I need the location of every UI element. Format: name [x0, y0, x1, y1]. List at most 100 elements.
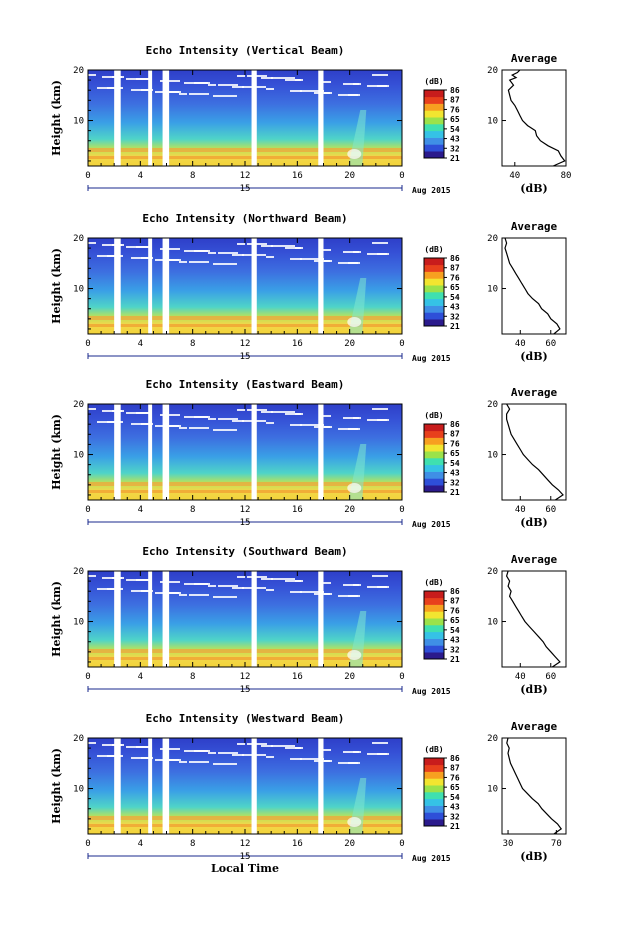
average-y-tick-label: 10 — [487, 285, 498, 295]
y-tick-label: 20 — [73, 734, 84, 744]
colorbar-swatch — [424, 471, 444, 479]
data-gap — [162, 238, 170, 334]
colorbar-tick-label: 43 — [450, 469, 460, 478]
sparse-echo — [102, 410, 122, 412]
warm-band — [88, 482, 402, 486]
x-tick-label: 12 — [240, 672, 251, 682]
x-tick-label: 0 — [399, 839, 404, 849]
average-y-tick-label: 20 — [487, 66, 498, 76]
data-gap — [148, 70, 153, 166]
colorbar-swatch — [424, 778, 444, 786]
colorbar-swatch — [424, 285, 444, 293]
sparse-echo — [237, 243, 245, 245]
colorbar-swatch — [424, 758, 444, 766]
x-tick-label: 12 — [240, 505, 251, 515]
sparse-echo — [88, 408, 96, 410]
colorbar-tick-label: 54 — [450, 459, 460, 468]
x-tick-label: 0 — [399, 505, 404, 515]
warm-band — [88, 148, 402, 152]
x-tick-label: 20 — [344, 505, 355, 515]
sparse-echo — [285, 747, 301, 749]
average-x-label: (dB) — [520, 850, 547, 863]
warm-band — [88, 816, 402, 820]
colorbar-tick-label: 86 — [450, 420, 460, 429]
colorbar-tick-label: 54 — [450, 125, 460, 134]
data-gap — [148, 571, 153, 667]
average-y-tick-label: 10 — [487, 451, 498, 461]
average-frame — [501, 403, 567, 501]
colorbar-tick-label: 32 — [450, 312, 460, 321]
sparse-echo — [213, 429, 237, 431]
sparse-echo — [184, 250, 208, 252]
y-axis-label: Height (km) — [50, 414, 63, 490]
sparse-echo — [367, 419, 387, 421]
sparse-echo — [88, 742, 96, 744]
data-gap — [114, 238, 121, 334]
sparse-echo — [271, 411, 295, 413]
data-gap — [162, 738, 170, 834]
sparse-echo — [261, 411, 273, 413]
colorbar-swatch — [424, 96, 444, 104]
colorbar-tick-label: 54 — [450, 293, 460, 302]
colorbar-tick-label: 87 — [450, 430, 460, 439]
x-tick-label: 16 — [292, 171, 303, 181]
sparse-echo — [232, 587, 244, 589]
panel-2: Echo Intensity (Eastward Beam) 0 4 8 12 16 20 0… — [50, 378, 567, 529]
y-tick-label: 10 — [73, 618, 84, 628]
average-frame — [501, 69, 567, 167]
colorbar-tick-label: 32 — [450, 478, 460, 487]
colorbar-unit: (dB) — [424, 245, 443, 254]
colorbar-swatch — [424, 591, 444, 599]
x-tick-label: 8 — [190, 171, 195, 181]
colorbar-unit: (dB) — [424, 411, 443, 420]
sparse-echo — [261, 77, 273, 79]
date-label: 15 — [240, 518, 251, 528]
x-tick-label: 0 — [85, 505, 90, 515]
colorbar-swatch — [424, 764, 444, 772]
colorbar-unit: (dB) — [424, 578, 443, 587]
sparse-echo — [271, 578, 295, 580]
colorbar-swatch — [424, 485, 444, 493]
colorbar-tick-label: 21 — [450, 154, 460, 163]
sparse-echo — [88, 74, 96, 76]
average-title: Average — [511, 553, 558, 566]
sparse-echo — [300, 258, 324, 260]
sparse-echo — [237, 743, 245, 745]
x-tick-label: 20 — [344, 672, 355, 682]
data-gap — [251, 238, 257, 334]
colorbar-swatch — [424, 819, 444, 827]
average-x-label: (dB) — [520, 350, 547, 363]
colorbar-swatch — [424, 298, 444, 306]
colorbar-tick-label: 76 — [450, 105, 460, 114]
average-y-tick-label: 20 — [487, 734, 498, 744]
x-tick-label: 16 — [292, 505, 303, 515]
data-gap — [318, 404, 324, 500]
colorbar-tick-label: 86 — [450, 86, 460, 95]
x-tick-label: 20 — [344, 339, 355, 349]
colorbar-swatch — [424, 444, 444, 452]
panel-title: Echo Intensity (Southward Beam) — [142, 545, 347, 558]
x-tick-label: 20 — [344, 839, 355, 849]
average-y-tick-label: 20 — [487, 567, 498, 577]
sparse-echo — [126, 412, 150, 414]
sparse-echo — [232, 86, 244, 88]
colorbar-frame — [423, 423, 445, 493]
sparse-echo — [97, 255, 121, 257]
sparse-echo — [319, 415, 331, 417]
sparse-echo — [319, 249, 331, 251]
colorbar-tick-label: 87 — [450, 264, 460, 273]
sparse-echo — [266, 88, 274, 90]
colorbar-swatch — [424, 130, 444, 138]
storm-core — [347, 483, 362, 493]
average-x-tick-label: 80 — [561, 171, 572, 181]
panel-0: Echo Intensity (Vertical Beam) 0 4 8 12 16 20 0… — [50, 44, 571, 195]
sparse-echo — [247, 409, 267, 411]
average-x-tick-label: 40 — [509, 171, 520, 181]
data-gap — [148, 738, 153, 834]
panel-1: Echo Intensity (Northward Beam) 0 4 8 12 16 20… — [50, 212, 567, 363]
data-gap — [251, 404, 257, 500]
average-x-label: (dB) — [520, 683, 547, 696]
sparse-echo — [102, 744, 122, 746]
warm-band — [88, 657, 402, 660]
sparse-echo — [285, 413, 301, 415]
